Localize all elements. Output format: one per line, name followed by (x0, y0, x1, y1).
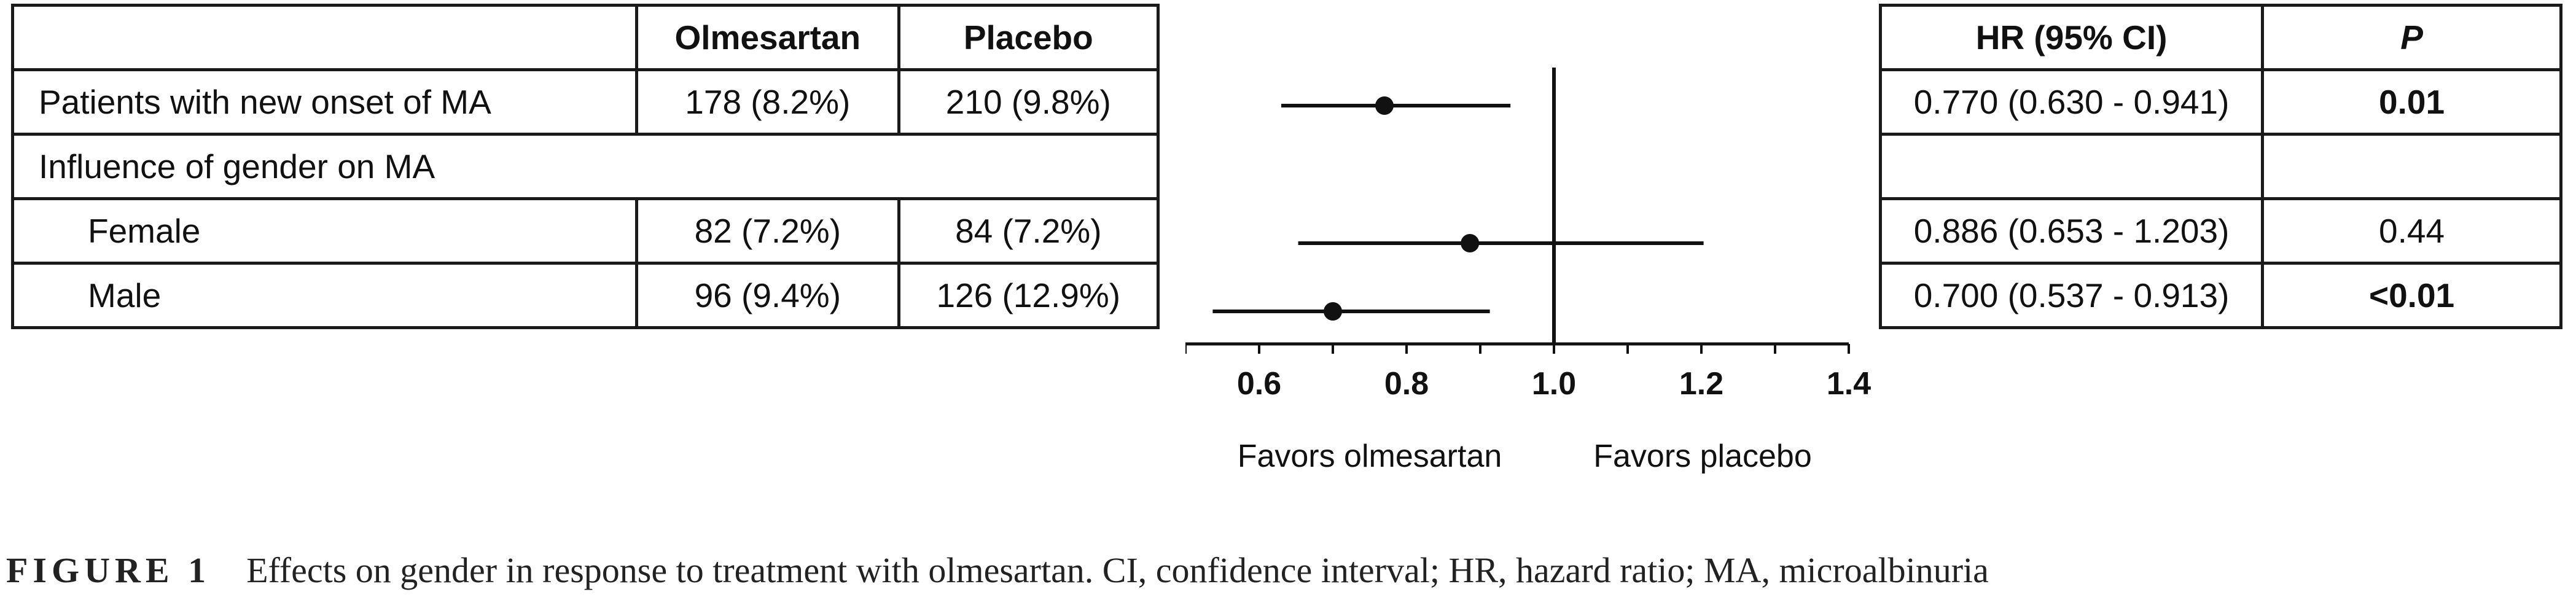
results-table: Olmesartan Placebo Patients with new ons… (11, 4, 1160, 329)
row-label: Influence of gender on MA (11, 133, 1160, 200)
header-p: P (2261, 4, 2562, 71)
cell-olmesartan: 178 (8.2%) (635, 68, 900, 136)
cell-p: <0.01 (2261, 262, 2562, 329)
x-tick-label: 1.0 (1532, 366, 1576, 402)
cell-hr: 0.770 (0.630 - 0.941) (1878, 68, 2265, 136)
table-row: 0.700 (0.537 - 0.913) <0.01 (1878, 262, 2562, 329)
caption-text: Effects on gender in response to treatme… (246, 550, 1989, 590)
hr-point (1324, 302, 1342, 321)
cell-hr: 0.700 (0.537 - 0.913) (1878, 262, 2265, 329)
x-tick-label: 1.2 (1679, 366, 1723, 402)
table-header-row: HR (95% CI) P (1878, 4, 2562, 71)
favors-placebo-label: Favors placebo (1593, 438, 1812, 474)
header-olmesartan: Olmesartan (635, 4, 900, 71)
cell-p (2261, 133, 2562, 200)
x-tick-label: 1.4 (1827, 366, 1871, 402)
x-tick-label: 0.6 (1237, 366, 1281, 402)
table-row: Female 82 (7.2%) 84 (7.2%) (11, 197, 1160, 265)
cell-p: 0.44 (2261, 197, 2562, 265)
figure-caption: FIGURE 1 Effects on gender in response to… (6, 550, 1989, 591)
table-row (1878, 133, 2562, 200)
hr-point (1461, 234, 1480, 252)
cell-placebo: 84 (7.2%) (897, 197, 1160, 265)
favors-olmesartan-label: Favors olmesartan (1238, 438, 1502, 474)
cell-p: 0.01 (2261, 68, 2562, 136)
cell-hr: 0.886 (0.653 - 1.203) (1878, 197, 2265, 265)
row-label: Female (11, 197, 638, 265)
cell-placebo: 210 (9.8%) (897, 68, 1160, 136)
figure-label: FIGURE 1 (6, 550, 211, 590)
row-label: Patients with new onset of MA (11, 68, 638, 136)
table-row: Male 96 (9.4%) 126 (12.9%) (11, 262, 1160, 329)
table-row: Influence of gender on MA (11, 133, 1160, 200)
hr-point (1375, 96, 1394, 115)
table-header-row: Olmesartan Placebo (11, 4, 1160, 71)
header-label (11, 4, 638, 71)
forest-marks: 0.6 0.8 1.0 1.2 1.4 (1185, 68, 1871, 402)
cell-hr (1878, 133, 2265, 200)
x-tick-label: 0.8 (1384, 366, 1429, 402)
forest-plot: 0.6 0.8 1.0 1.2 1.4 Favors olmesartan Favors… (1185, 68, 1871, 474)
cell-olmesartan: 82 (7.2%) (635, 197, 900, 265)
header-hr: HR (95% CI) (1878, 4, 2265, 71)
cell-placebo: 126 (12.9%) (897, 262, 1160, 329)
table-row: 0.886 (0.653 - 1.203) 0.44 (1878, 197, 2562, 265)
hr-table: HR (95% CI) P 0.770 (0.630 - 0.941) 0.01… (1878, 4, 2562, 329)
table-row: Patients with new onset of MA 178 (8.2%)… (11, 68, 1160, 136)
header-placebo: Placebo (897, 4, 1160, 71)
table-row: 0.770 (0.630 - 0.941) 0.01 (1878, 68, 2562, 136)
cell-olmesartan: 96 (9.4%) (635, 262, 900, 329)
row-label: Male (11, 262, 638, 329)
